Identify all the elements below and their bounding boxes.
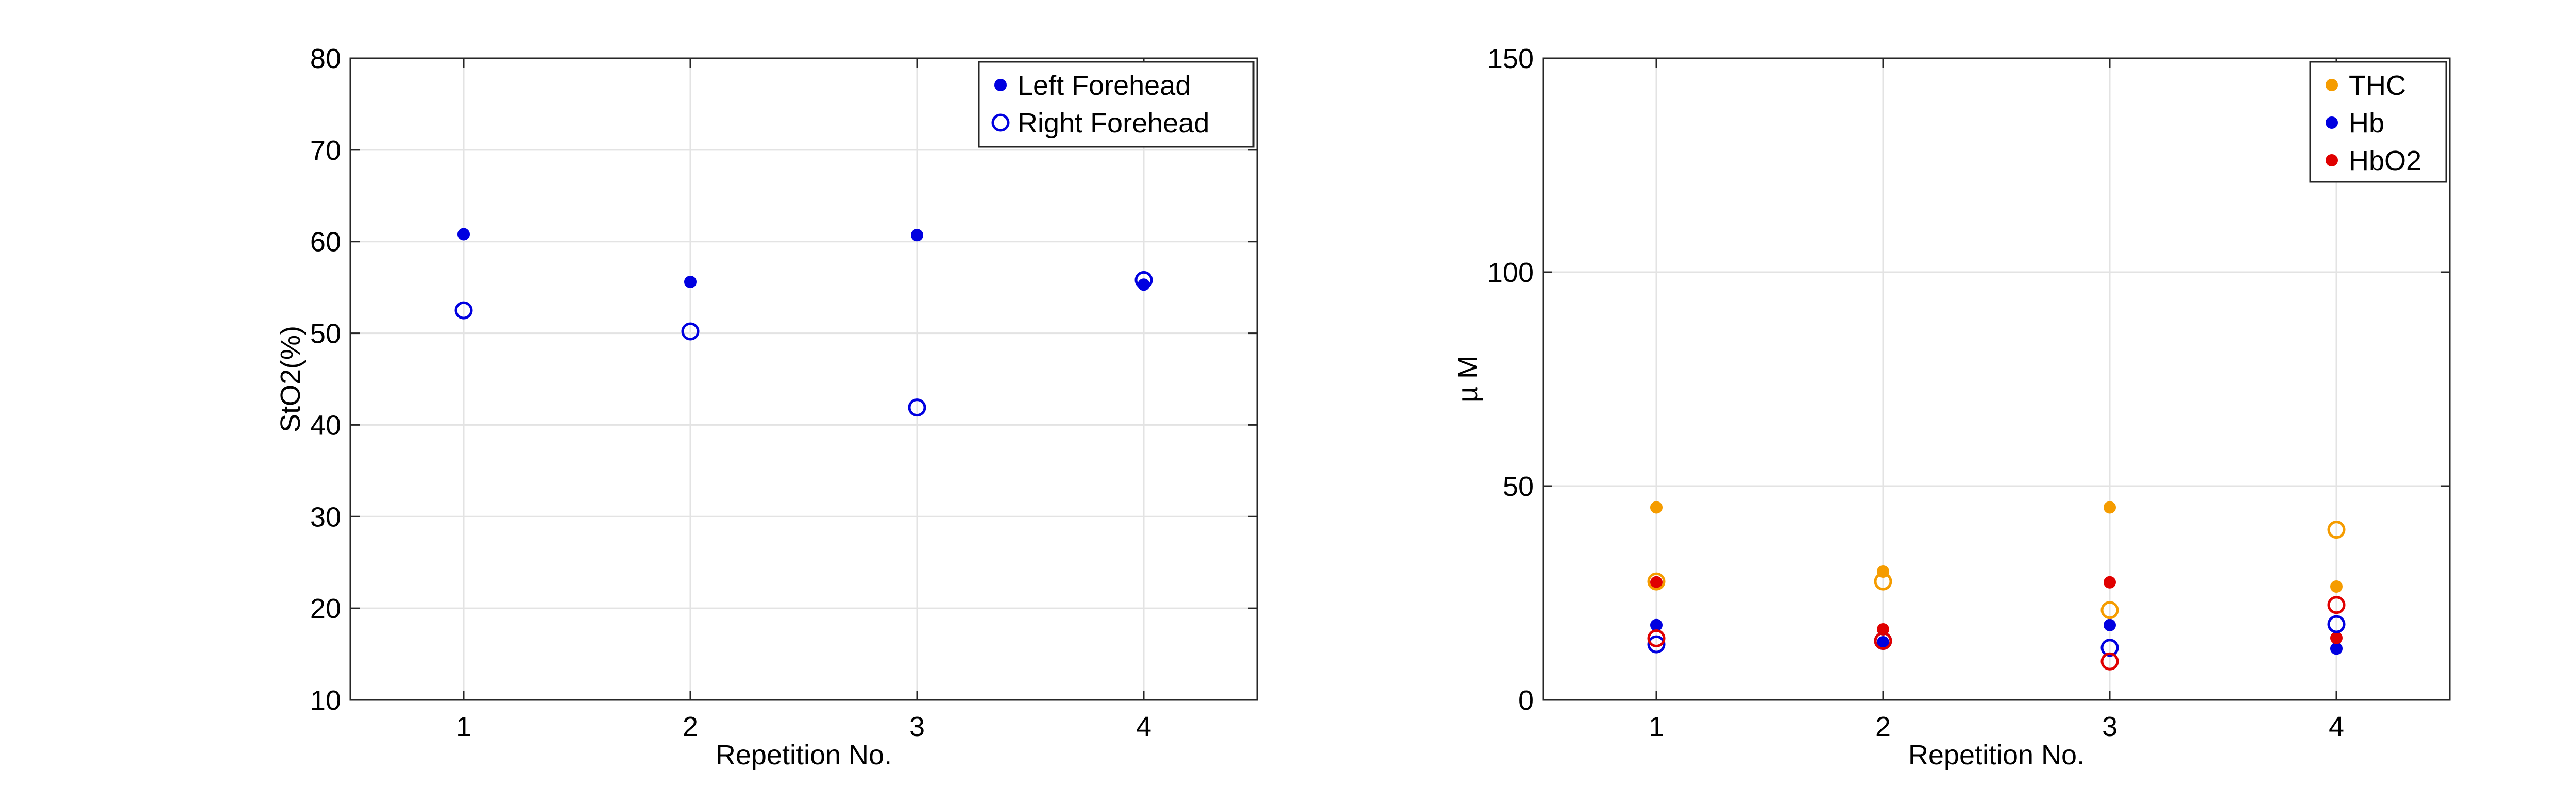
data-point-open [1647, 572, 1666, 591]
y-tick-label: 40 [310, 410, 341, 441]
data-point-filled [1650, 576, 1663, 589]
y-tick-label: 100 [1487, 257, 1534, 288]
legend-label: THC [2349, 70, 2406, 101]
x-axis-label: Repetition No. [1908, 740, 2084, 771]
y-tick-label: 50 [1503, 471, 1534, 502]
data-point-open [2327, 521, 2346, 539]
legend-marker-filled [994, 79, 1007, 91]
plot-area [1543, 58, 2450, 700]
y-tick-label: 0 [1518, 685, 1534, 716]
y-tick-label: 30 [310, 501, 341, 532]
data-point-filled [684, 275, 697, 288]
data-point-open [454, 301, 473, 320]
data-point-open [2100, 652, 2119, 671]
x-tick-label: 4 [2329, 711, 2344, 742]
data-point-filled [2104, 576, 2116, 589]
y-tick-label: 80 [310, 43, 341, 74]
data-point-open [681, 322, 700, 341]
series-right-forehead [454, 271, 1153, 417]
data-point-filled [2330, 642, 2343, 655]
data-point-open [1874, 572, 1892, 591]
data-point-open [2327, 615, 2346, 633]
x-axis-label: Repetition No. [716, 740, 892, 771]
series-thc [1650, 501, 2343, 593]
data-point-filled [2330, 631, 2343, 644]
data-point-open [1647, 635, 1666, 654]
y-tick-label: 60 [310, 227, 341, 258]
data-point-filled [1650, 618, 1663, 631]
x-tick-label: 1 [1649, 711, 1664, 742]
y-axis-label: StO2(%) [275, 326, 306, 432]
data-point-filled [2104, 618, 2116, 631]
chart-panel-2: 1 2 3 4 0 50 100 150 Repetition No. µ M THC Hb HbO2 [1452, 43, 2451, 771]
y-tick-label: 10 [310, 685, 341, 716]
data-point-open [908, 398, 926, 417]
legend-label: HbO2 [2349, 145, 2421, 176]
x-tick-label: 3 [2102, 711, 2117, 742]
legend-label: Left Forehead [1018, 70, 1191, 101]
x-tick-label: 2 [1875, 711, 1891, 742]
data-point-open [1134, 271, 1153, 289]
legend: THC Hb HbO2 [2309, 61, 2447, 183]
y-tick-label: 150 [1487, 43, 1534, 74]
series-hbo2 [1650, 576, 2343, 644]
x-tick-label: 2 [683, 711, 698, 742]
legend-marker-filled [2326, 116, 2338, 129]
legend-marker-filled [2326, 154, 2338, 166]
legend-marker-open [991, 113, 1010, 132]
data-point-open [2327, 596, 2346, 614]
data-point-filled [1650, 501, 1663, 514]
series-hb [1650, 618, 2343, 655]
axes-frame [349, 57, 1258, 701]
data-point-open [2100, 639, 2119, 657]
plot-area [350, 58, 1257, 700]
data-point-open [2100, 601, 2119, 620]
axes-frame [1542, 57, 2451, 701]
data-point-filled [457, 228, 470, 241]
series-open-5 [1647, 596, 2346, 671]
series-open-3 [1647, 521, 2346, 620]
y-tick-label: 50 [310, 319, 341, 349]
data-point-open [1874, 631, 1892, 650]
x-tick-label: 3 [909, 711, 925, 742]
data-point-open [1647, 629, 1666, 647]
data-point-filled [1877, 623, 1889, 636]
x-tick-label: 4 [1136, 711, 1151, 742]
data-point-filled [2330, 580, 2343, 593]
y-axis-label: µ M [1452, 356, 1483, 403]
y-tick-label: 70 [310, 135, 341, 166]
legend-marker-filled [2326, 79, 2338, 91]
y-tick-label: 20 [310, 593, 341, 624]
x-tick-label: 1 [456, 711, 471, 742]
legend-label: Right Forehead [1018, 108, 1209, 139]
legend-label: Hb [2349, 108, 2384, 139]
data-point-filled [911, 229, 923, 242]
chart-panel-1: 1 2 3 4 10 20 30 40 50 60 70 80 Repetition No. StO2(%… [275, 43, 1258, 771]
legend: Left Forehead Right Forehead [978, 61, 1255, 148]
data-point-filled [2104, 501, 2116, 514]
legend-box [978, 61, 1255, 148]
